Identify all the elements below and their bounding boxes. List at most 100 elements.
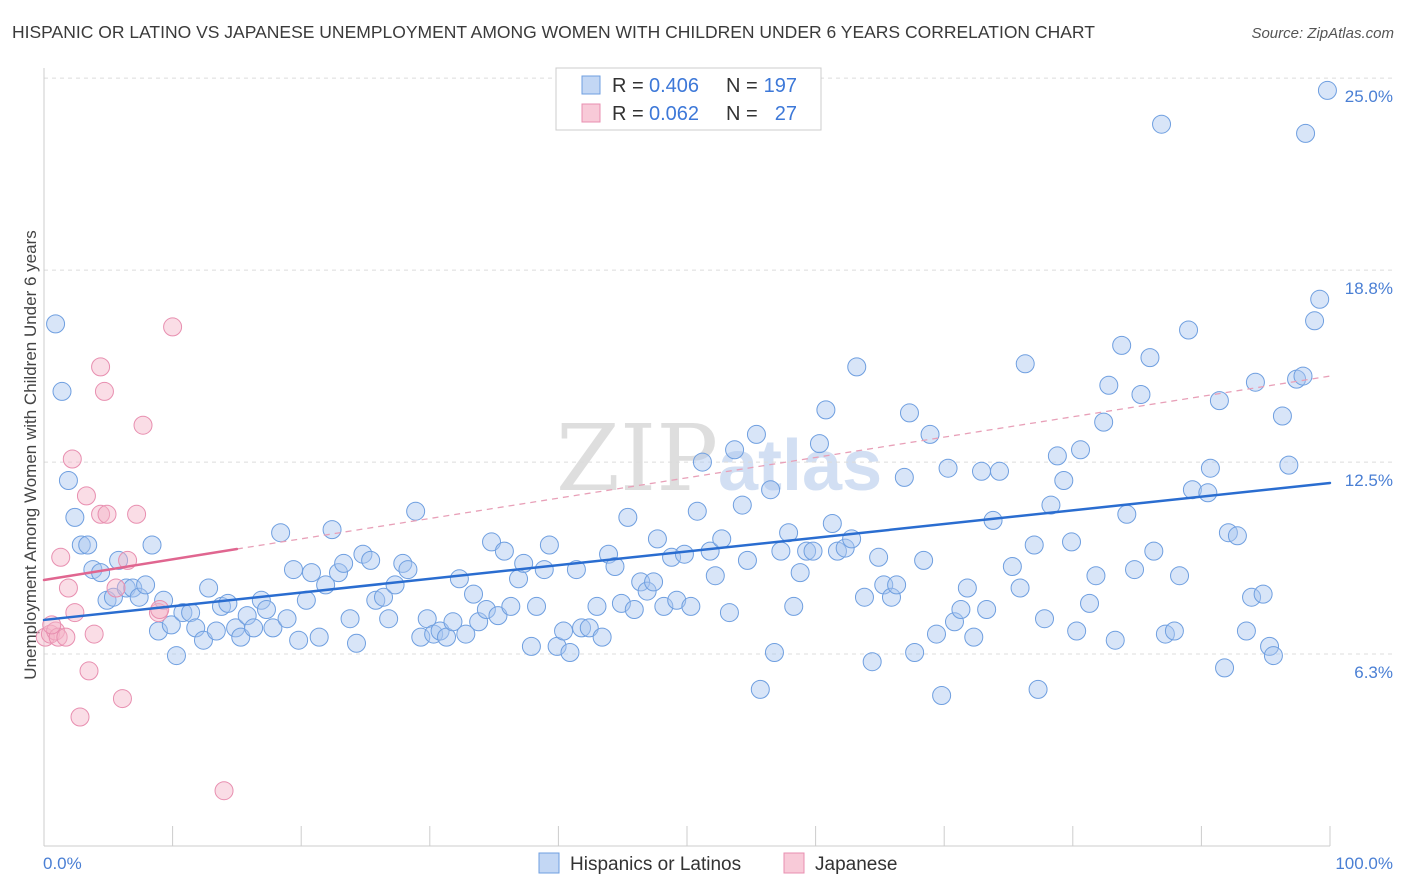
hispanic-point <box>1028 679 1048 699</box>
hispanic-point <box>957 578 977 598</box>
hispanic-point <box>1094 412 1114 432</box>
hispanic-point <box>129 587 149 607</box>
hispanic-point <box>764 642 784 662</box>
watermark-atlas: atlas <box>718 426 882 506</box>
hispanic-point <box>393 553 413 573</box>
hispanic-point <box>644 572 664 592</box>
hispanic-point <box>476 599 496 619</box>
japanese-point <box>56 627 76 647</box>
hispanic-point <box>1144 541 1164 561</box>
hispanic-point <box>1140 348 1160 368</box>
hispanic-point <box>816 400 836 420</box>
hispanic-point <box>1125 560 1145 580</box>
hispanic-point <box>78 535 98 555</box>
hispanic-point <box>854 587 874 607</box>
hispanic-point <box>501 596 521 616</box>
hispanic-point <box>647 529 667 549</box>
hispanic-point <box>1002 556 1022 576</box>
hispanic-point <box>1024 535 1044 555</box>
legend-n-value-japanese: 27 <box>775 103 797 125</box>
hispanic-point <box>464 584 484 604</box>
hispanic-point <box>1117 504 1137 524</box>
hispanic-point <box>193 630 213 650</box>
hispanic-point <box>263 618 283 638</box>
hispanic-point <box>869 547 889 567</box>
japanese-point <box>51 547 71 567</box>
hispanic-point <box>712 529 732 549</box>
japanese-trend-line <box>42 547 239 582</box>
hispanic-trend-line <box>42 481 1332 622</box>
japanese-point <box>58 578 78 598</box>
chart-title: HISPANIC OR LATINO VS JAPANESE UNEMPLOYM… <box>12 22 1095 42</box>
hispanic-point <box>951 599 971 619</box>
hispanic-point <box>244 618 264 638</box>
japanese-point <box>112 689 132 709</box>
hispanic-point <box>746 424 766 444</box>
hispanic-point <box>771 541 791 561</box>
hispanic-point <box>862 652 882 672</box>
trend-lines <box>42 375 1332 622</box>
hispanic-point <box>1010 578 1030 598</box>
series-legend-swatch-hispanic <box>538 852 560 874</box>
x-tick-marks <box>172 826 1331 846</box>
scatter-points <box>35 80 1337 801</box>
hispanic-point <box>449 569 469 589</box>
hispanic-point <box>1200 458 1220 478</box>
hispanic-point <box>1260 636 1280 656</box>
hispanic-point <box>719 603 739 623</box>
japanese-point <box>70 707 90 727</box>
y-tick-label: 6.3% <box>1354 663 1393 682</box>
hispanic-point <box>1215 658 1235 678</box>
hispanic-point <box>681 596 701 616</box>
hispanic-point <box>809 434 829 454</box>
hispanic-point <box>687 501 707 521</box>
hispanic-point <box>1305 311 1325 331</box>
hispanic-point <box>926 624 946 644</box>
hispanic-point <box>199 578 219 598</box>
legend-n-label-japanese: N = <box>726 103 758 125</box>
x-tick-label-100: 100.0% <box>1335 854 1393 873</box>
hispanic-point <box>989 461 1009 481</box>
hispanic-point <box>905 642 925 662</box>
japanese-point <box>48 627 68 647</box>
legend-swatch-japanese <box>581 103 601 123</box>
hispanic-point <box>374 587 394 607</box>
hispanic-point <box>1198 483 1218 503</box>
hispanic-point <box>847 357 867 377</box>
legend-n-label-hispanic: N = <box>726 75 758 97</box>
hispanic-point <box>579 618 599 638</box>
hispanic-point <box>1317 80 1337 100</box>
hispanic-point <box>1296 123 1316 143</box>
hispanic-point <box>334 553 354 573</box>
hispanic-point <box>166 646 186 666</box>
hispanic-point <box>521 636 541 656</box>
hispanic-point <box>1227 526 1247 546</box>
hispanic-point <box>283 560 303 580</box>
hispanic-point <box>624 599 644 619</box>
hispanic-point <box>750 679 770 699</box>
hispanic-point <box>1164 621 1184 641</box>
y-tick-label: 18.8% <box>1345 279 1393 298</box>
hispanic-point <box>1099 375 1119 395</box>
japanese-point <box>163 317 183 337</box>
watermark-zip: ZIP <box>556 405 718 512</box>
hispanic-point <box>301 563 321 583</box>
hispanic-point <box>827 541 847 561</box>
hispanic-point <box>277 609 297 629</box>
hispanic-point <box>761 480 781 500</box>
series-legend-label-japanese: Japanese <box>815 854 897 875</box>
hispanic-point <box>340 609 360 629</box>
hispanic-point <box>1310 289 1330 309</box>
hispanic-point <box>887 575 907 595</box>
hispanic-point <box>469 612 489 632</box>
hispanic-point <box>705 566 725 586</box>
hispanic-point <box>1086 566 1106 586</box>
hispanic-point <box>1054 470 1074 490</box>
hispanic-point <box>881 587 901 607</box>
hispanic-point <box>1080 593 1100 613</box>
hispanic-point <box>605 556 625 576</box>
hispanic-point <box>328 563 348 583</box>
hispanic-point <box>173 603 193 623</box>
hispanic-point <box>58 470 78 490</box>
